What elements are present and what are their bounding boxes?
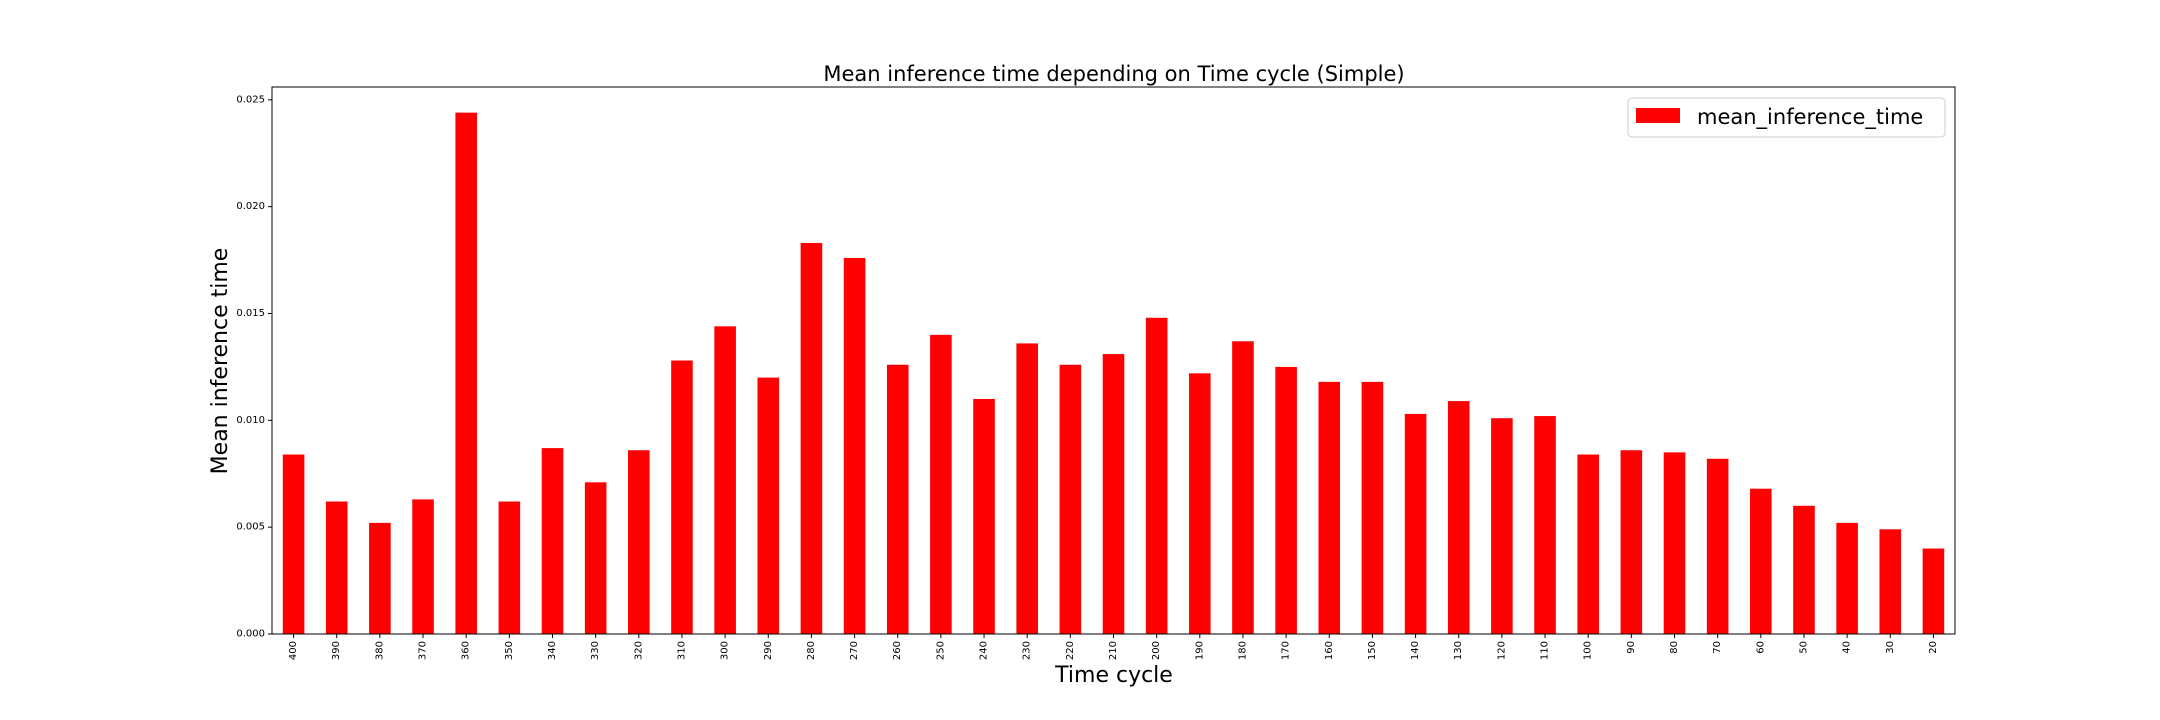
bar-280: [800, 242, 823, 635]
x-tick-label: 110: [1540, 641, 1551, 660]
bar-400: [282, 454, 305, 634]
bar-90: [1620, 450, 1643, 634]
x-tick-label: 330: [590, 641, 601, 660]
x-tick-label: 360: [461, 641, 472, 660]
y-tick-label: 0.020: [236, 201, 265, 212]
bar-340: [541, 448, 564, 634]
x-tick-label: 150: [1367, 641, 1378, 660]
x-tick-label: 30: [1885, 641, 1896, 654]
bar-30: [1879, 529, 1902, 634]
x-tick-label: 170: [1281, 641, 1292, 660]
bar-20: [1922, 548, 1945, 634]
x-tick-label: 120: [1496, 641, 1507, 660]
y-tick-label: 0.005: [236, 522, 265, 533]
bar-360: [455, 112, 477, 634]
x-tick-label: 390: [331, 641, 342, 660]
bar-370: [412, 499, 434, 634]
x-tick-label: 60: [1755, 641, 1766, 654]
bar-150: [1361, 381, 1384, 634]
bar-260: [886, 364, 909, 634]
y-axis-label: Mean inference time: [208, 248, 233, 475]
x-tick-label: 220: [1065, 641, 1076, 660]
bar-70: [1706, 458, 1729, 634]
x-tick-label: 280: [806, 641, 817, 660]
bar-60: [1750, 488, 1772, 634]
legend-label: mean_inference_time: [1697, 105, 1923, 130]
x-tick-label: 240: [979, 641, 990, 660]
bar-130: [1447, 401, 1470, 634]
x-tick-label: 320: [633, 641, 644, 660]
bar-290: [757, 377, 780, 634]
x-tick-label: 210: [1108, 641, 1119, 660]
bar-110: [1534, 416, 1556, 634]
y-tick-label: 0.015: [236, 308, 265, 319]
bar-80: [1663, 452, 1686, 634]
bar-350: [498, 501, 521, 634]
legend-swatch: [1636, 108, 1680, 123]
x-tick-label: 160: [1324, 641, 1335, 660]
bar-140: [1404, 413, 1427, 634]
bar-160: [1318, 381, 1341, 634]
x-tick-label: 130: [1453, 641, 1464, 660]
y-tick-label: 0.000: [236, 629, 265, 640]
bar-310: [671, 360, 693, 634]
bar-210: [1102, 354, 1125, 634]
x-tick-label: 40: [1842, 641, 1853, 654]
x-tick-label: 20: [1928, 641, 1939, 654]
x-tick-label: 340: [547, 641, 558, 660]
legend-box: [1627, 97, 1946, 138]
bar-100: [1577, 454, 1599, 634]
bar-190: [1189, 373, 1211, 634]
bar-120: [1491, 418, 1513, 634]
x-tick-label: 100: [1583, 641, 1594, 660]
bar-240: [973, 398, 995, 634]
x-tick-label: 300: [720, 641, 731, 660]
chart-title: Mean inference time depending on Time cy…: [823, 62, 1404, 86]
x-tick-label: 400: [288, 641, 299, 660]
bar-40: [1836, 522, 1858, 634]
bar-250: [930, 334, 952, 634]
x-tick-label: 190: [1194, 641, 1205, 660]
bar-180: [1232, 341, 1254, 634]
x-tick-label: 140: [1410, 641, 1421, 660]
y-tick-label: 0.010: [236, 415, 265, 426]
x-tick-label: 380: [374, 641, 385, 660]
x-tick-label: 70: [1712, 641, 1723, 654]
x-tick-label: 50: [1798, 641, 1809, 654]
x-tick-label: 290: [763, 641, 774, 660]
x-tick-label: 260: [892, 641, 903, 660]
x-tick-label: 80: [1669, 641, 1680, 654]
plot-frame: [271, 86, 1956, 635]
bar-50: [1793, 505, 1815, 634]
bar-320: [628, 450, 650, 634]
bar-220: [1059, 364, 1082, 634]
bar-330: [584, 482, 607, 634]
x-tick-label: 310: [676, 641, 687, 660]
x-tick-label: 350: [504, 641, 515, 660]
y-axis: 0.000 0.005 0.010 0.015 0.020 0.025: [236, 94, 272, 640]
x-tick-label: 200: [1151, 641, 1162, 660]
bar-230: [1016, 343, 1038, 634]
bar-380: [369, 522, 391, 634]
bar-170: [1275, 366, 1297, 634]
y-tick-label: 0.025: [236, 94, 265, 105]
x-axis-label: Time cycle: [1054, 663, 1173, 688]
bar-270: [843, 257, 866, 634]
bars-group: [282, 112, 1945, 635]
bar-390: [325, 501, 348, 634]
x-tick-label: 270: [849, 641, 860, 660]
bar-200: [1145, 317, 1168, 634]
x-tick-label: 250: [935, 641, 946, 660]
x-tick-label: 370: [418, 641, 429, 660]
bar-300: [714, 326, 736, 634]
x-tick-label: 180: [1237, 641, 1248, 660]
x-tick-label: 230: [1022, 641, 1033, 660]
x-axis: 400 390 380 370 360 350 340 330 320 310 300 290 280 2…: [288, 634, 1939, 660]
x-tick-label: 90: [1626, 641, 1637, 654]
legend: mean_inference_time: [1627, 97, 1946, 138]
